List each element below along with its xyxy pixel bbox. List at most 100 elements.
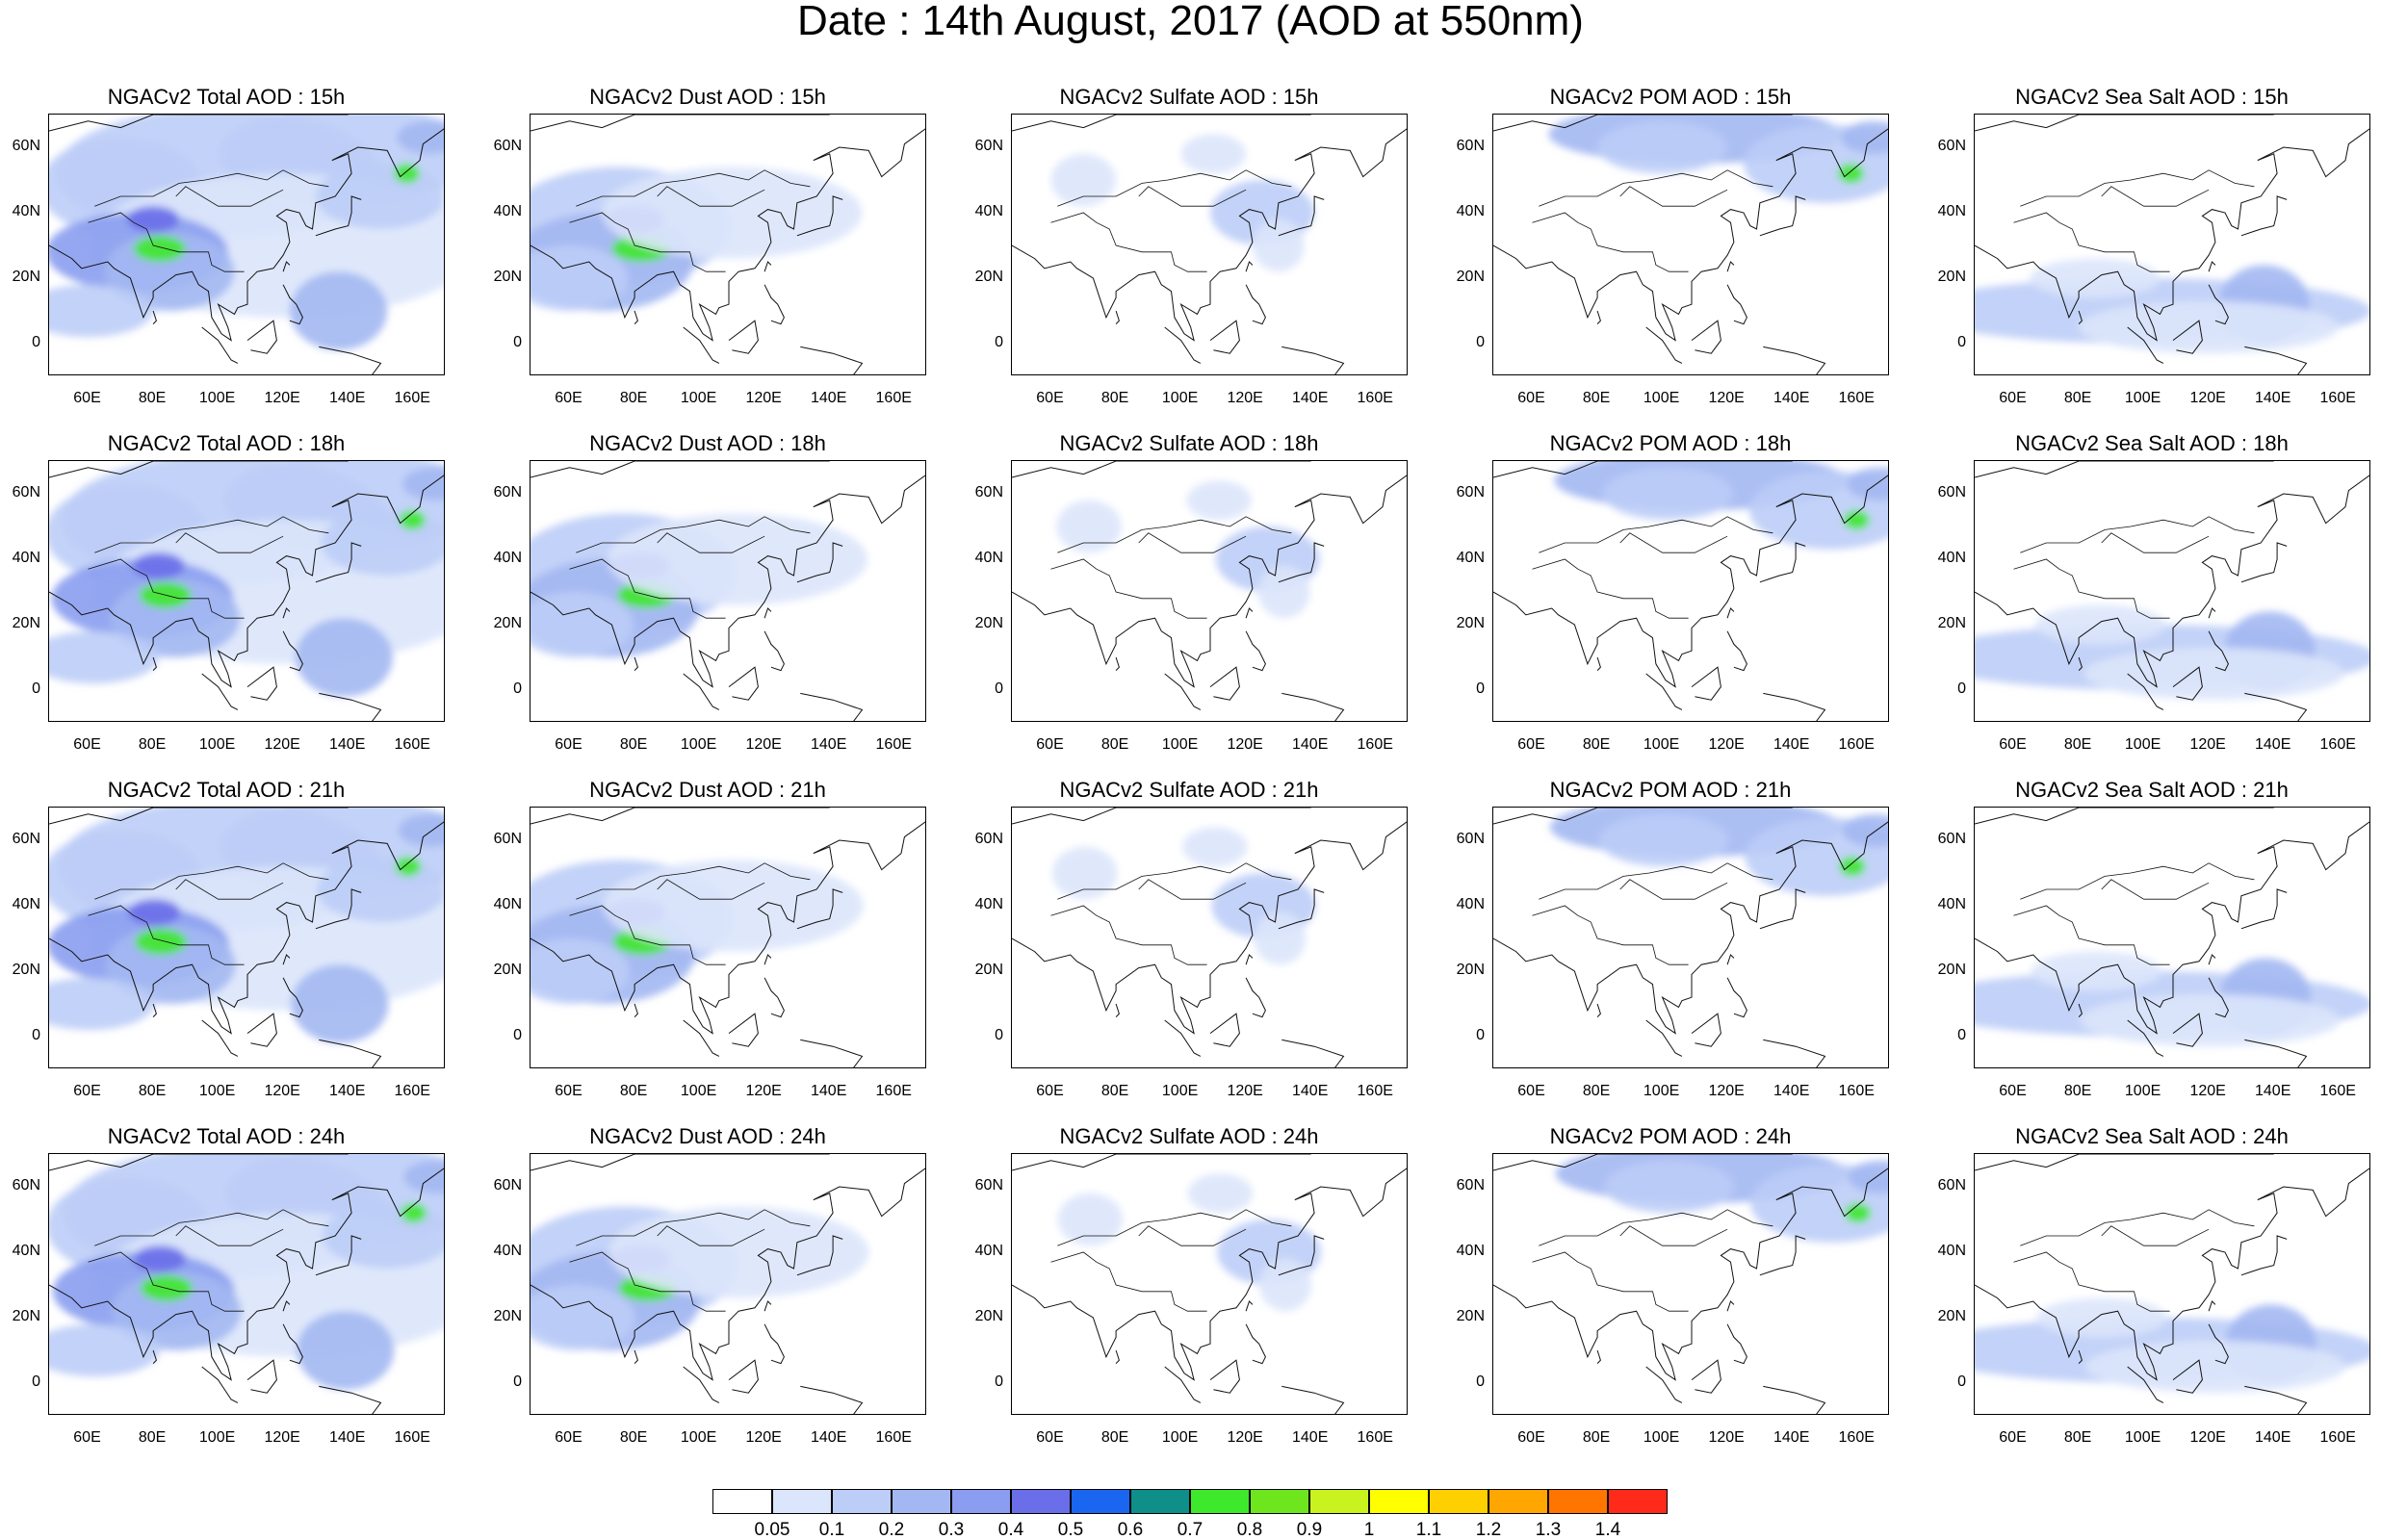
lon-tick-label: 80E — [2063, 1083, 2092, 1099]
coastline — [319, 346, 382, 374]
map-panel-sulfate-4: NGACv2 Sulfate AOD : 24h 60N 40N 20N 0 60E 80E… — [963, 1124, 1415, 1456]
map-panel-sulfate-2: NGACv2 Sulfate AOD : 18h 60N 40N 20N 0 60E 80E… — [963, 431, 1415, 763]
coastline — [49, 128, 444, 342]
map-panel-seasalt-2: NGACv2 Sea Salt AOD : 18h 60N 40N 20N 0 60E 80… — [1926, 431, 2378, 763]
aod-cell — [1845, 1203, 1872, 1223]
coastline — [1245, 977, 1266, 1018]
lat-tick-label: 20N — [1456, 1308, 1485, 1324]
lon-tick-label: 140E — [329, 390, 366, 406]
coastline — [531, 475, 925, 688]
coastline — [315, 1235, 362, 1276]
lon-tick-label: 60E — [1517, 1083, 1545, 1099]
aod-field — [1549, 808, 1888, 896]
coastline — [2172, 666, 2203, 701]
lon-tick-label: 160E — [1357, 1429, 1393, 1446]
lat-tick-label: 0 — [1476, 1373, 1485, 1390]
aod-field — [1555, 1154, 1888, 1243]
country-border — [1050, 558, 1207, 619]
coastline — [282, 977, 303, 1018]
lon-tick-label: 140E — [2255, 390, 2291, 406]
lat-tick-label: 20N — [493, 269, 522, 285]
lat-tick-label: 40N — [974, 1243, 1003, 1259]
colorbar-label: 0.3 — [938, 1520, 965, 1540]
lon-tick-label: 80E — [1582, 1083, 1611, 1099]
map-panel-dust-1: NGACv2 Dust AOD : 15h 60N 40N 20N 0 60E 80E 100… — [481, 85, 934, 417]
aod-cell — [1602, 467, 1733, 521]
aod-cell — [49, 1323, 161, 1377]
lon-tick-label: 100E — [2124, 390, 2161, 406]
aod-cell — [402, 467, 444, 500]
lon-tick-label: 60E — [1036, 736, 1064, 753]
country-border — [1138, 186, 1247, 207]
lon-tick-label: 100E — [1643, 390, 1680, 406]
coastline — [1763, 692, 1826, 721]
coastline — [1012, 821, 1407, 1035]
lat-tick-label: 40N — [1937, 203, 1966, 219]
coastline — [1493, 115, 1793, 132]
coastline — [319, 1039, 382, 1067]
aod-cell — [1057, 1193, 1124, 1246]
aod-cell — [608, 1206, 869, 1298]
coastline — [49, 1154, 349, 1171]
lon-tick-label: 100E — [198, 1429, 236, 1446]
lat-tick-label: 60N — [974, 831, 1003, 847]
colorbar-swatch — [1369, 1489, 1429, 1514]
lon-tick-label: 160E — [2319, 736, 2356, 753]
coastline — [531, 461, 830, 478]
coastline — [1691, 666, 1721, 701]
aod-map — [1012, 1154, 1407, 1414]
coastline — [1115, 310, 1120, 324]
panel-title: NGACv2 Dust AOD : 15h — [589, 85, 826, 109]
coastline — [1164, 1019, 1202, 1057]
lon-tick-label: 100E — [2124, 1083, 2161, 1099]
lat-tick-label: 40N — [1456, 203, 1485, 219]
lat-tick-label: 20N — [1456, 615, 1485, 631]
lat-tick-label: 0 — [513, 680, 522, 697]
lon-tick-label: 80E — [2063, 736, 2092, 753]
coastline — [2240, 542, 2288, 583]
coastline — [2208, 261, 2216, 272]
lon-tick-label: 140E — [2255, 1429, 2291, 1446]
coastline — [2208, 1300, 2216, 1312]
lat-tick-label: 20N — [1937, 962, 1966, 978]
coastline — [2208, 977, 2229, 1018]
coastline — [1209, 1013, 1240, 1047]
lon-tick-label: 80E — [2063, 1429, 2092, 1446]
lon-tick-label: 120E — [264, 1083, 300, 1099]
lon-tick-label: 60E — [555, 1083, 582, 1099]
lon-tick-label: 80E — [1582, 736, 1611, 753]
country-border — [1619, 186, 1728, 207]
lon-tick-label: 120E — [1227, 390, 1263, 406]
panel-title: NGACv2 Total AOD : 24h — [107, 1124, 346, 1148]
country-border — [2013, 558, 2170, 619]
aod-cell — [2030, 258, 2161, 298]
coastline — [1493, 821, 1888, 1035]
coastline — [1493, 128, 1888, 342]
country-border — [1619, 532, 1728, 553]
lat-tick-label: 60N — [1456, 831, 1485, 847]
coastline — [49, 461, 349, 478]
coastline — [531, 821, 925, 1035]
lon-tick-label: 160E — [2319, 1083, 2356, 1099]
lat-tick-label: 40N — [493, 550, 522, 566]
coastline — [1759, 888, 1806, 930]
aod-map — [49, 808, 444, 1067]
aod-field — [49, 808, 444, 1043]
aod-cell — [49, 284, 154, 338]
country-border — [2101, 879, 2210, 900]
lon-tick-label: 140E — [811, 390, 847, 406]
lon-tick-label: 160E — [1357, 390, 1393, 406]
coastline — [1975, 461, 2274, 478]
aod-cell — [296, 1311, 395, 1390]
aod-cell — [1842, 813, 1888, 847]
coastline — [763, 261, 772, 272]
country-border — [94, 169, 329, 207]
lat-tick-label: 0 — [32, 1373, 40, 1390]
colorbar-swatch — [1190, 1489, 1250, 1514]
coastline — [1278, 542, 1325, 583]
aod-field — [531, 1206, 869, 1350]
coastline — [1645, 673, 1683, 710]
lon-tick-label: 120E — [1227, 1083, 1263, 1099]
coastline — [1493, 1154, 1793, 1171]
coastline — [1209, 666, 1240, 701]
